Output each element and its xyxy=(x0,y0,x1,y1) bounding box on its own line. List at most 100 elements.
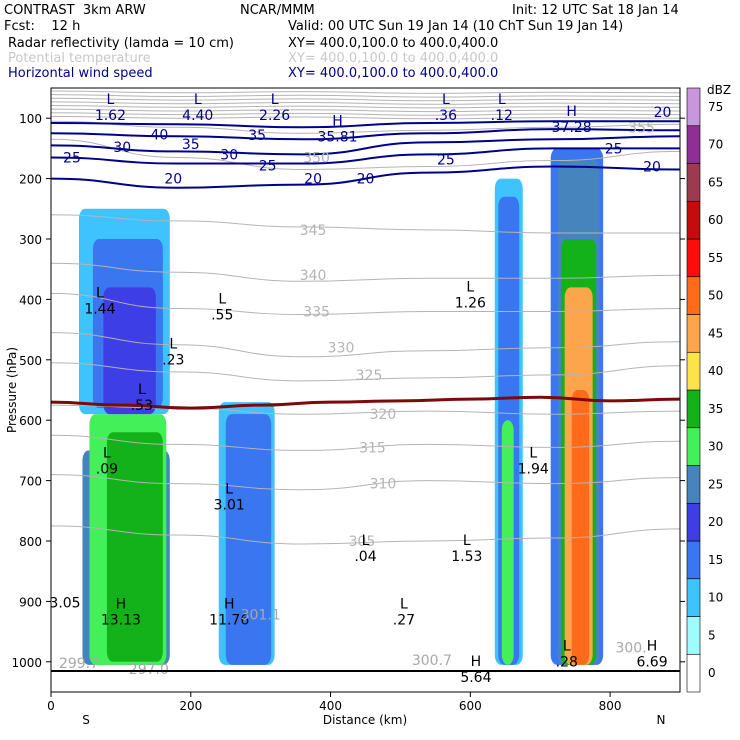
reflectivity-cell-7 xyxy=(225,414,272,665)
center-value: .53 xyxy=(131,398,153,414)
colorbar-label: 25 xyxy=(708,477,723,491)
colorbar-swatch-10 xyxy=(686,578,701,617)
wind-label: 30 xyxy=(220,147,238,163)
wind-center-marker: L xyxy=(194,92,202,108)
colorbar-swatch-55 xyxy=(686,238,701,278)
center-value: .23 xyxy=(162,353,184,369)
reflectivity-cell-2 xyxy=(106,432,163,662)
reflectivity-cell-10 xyxy=(501,420,514,665)
field-xy-wind: XY= 400.0,100.0 to 400.0,400.0 xyxy=(288,66,499,81)
reflectivity-cell-5 xyxy=(103,287,156,415)
y-tick-label: 300 xyxy=(19,233,42,247)
wind-label: 20 xyxy=(164,172,182,188)
wind-label: 20 xyxy=(304,172,322,188)
y-tick-label: 1000 xyxy=(11,656,42,670)
x-axis-title: Distance (km) xyxy=(323,713,407,727)
colorbar-swatch-45 xyxy=(686,314,701,353)
wind-center-marker: L xyxy=(442,92,450,108)
y-tick-label: 900 xyxy=(19,595,42,609)
colorbar-label: 35 xyxy=(708,402,723,416)
center-value: 13.13 xyxy=(101,612,141,628)
center-value: .04 xyxy=(354,549,376,565)
center-marker: L xyxy=(225,482,233,498)
center-value: .27 xyxy=(393,612,415,628)
colorbar-label: 30 xyxy=(708,440,723,454)
wind-label: 25 xyxy=(605,141,623,157)
wind-label: 20 xyxy=(643,160,661,176)
field-xy-theta: XY= 400.0,100.0 to 400.0,400.0 xyxy=(288,51,499,66)
center-value: 5.64 xyxy=(460,670,491,686)
center-marker: L xyxy=(529,445,537,461)
y-tick-label: 700 xyxy=(19,475,42,489)
theta-contour-330 xyxy=(51,332,680,358)
theta-contour-310 xyxy=(51,474,680,491)
wind-label: 25 xyxy=(259,158,277,174)
y-tick-label: 800 xyxy=(19,535,42,549)
wind-label: 20 xyxy=(654,105,672,121)
theta-contour-325 xyxy=(51,362,680,382)
field-name-wind: Horizontal wind speed xyxy=(8,66,153,81)
colorbar-swatch-40 xyxy=(686,351,701,391)
center-value: 11.76 xyxy=(209,612,249,628)
y-tick-label: 500 xyxy=(19,354,42,368)
theta-label: 330 xyxy=(328,341,355,357)
wind-label: 35 xyxy=(182,137,200,153)
wind-label: 30 xyxy=(113,140,131,156)
colorbar-swatch-15 xyxy=(686,540,701,580)
colorbar-label: 60 xyxy=(708,213,723,227)
colorbar-swatch-25 xyxy=(686,465,701,504)
wind-center-marker: L xyxy=(498,92,506,108)
center-marker: L xyxy=(563,639,571,655)
colorbar-label: 40 xyxy=(708,364,723,378)
colorbar-swatch-5 xyxy=(686,616,701,655)
center-value: 1.94 xyxy=(518,461,549,477)
theta-center-value: 297.0 xyxy=(129,662,169,678)
theta-upper-contour xyxy=(51,94,680,98)
center-marker: L xyxy=(96,285,104,301)
theta-center-value: 301.1 xyxy=(241,608,281,624)
theta-center-value: 300.7 xyxy=(412,653,452,669)
center-marker: H xyxy=(647,639,658,655)
center-marker: L xyxy=(466,279,474,295)
theta-contour-345 xyxy=(51,214,680,234)
wind-center-value: 2.26 xyxy=(259,108,290,124)
wind-label: 20 xyxy=(357,172,375,188)
field-name-theta: Potential temperature xyxy=(8,51,151,66)
colorbar-label: 50 xyxy=(708,289,723,303)
left-edge-value: 3.05 xyxy=(49,595,80,611)
x-tick-label: 800 xyxy=(599,699,622,713)
theta-contour-335 xyxy=(51,292,680,316)
end-label-south: S xyxy=(82,713,90,727)
theta-contour-305 xyxy=(51,525,680,545)
theta-upper-contour xyxy=(51,90,680,94)
wind-label: 25 xyxy=(63,150,81,166)
colorbar-label: 55 xyxy=(708,251,723,265)
center-value: 1.26 xyxy=(455,295,486,311)
colorbar-label: 75 xyxy=(708,100,723,114)
center-marker: L xyxy=(103,445,111,461)
theta-label: 350 xyxy=(303,150,330,166)
theta-label: 340 xyxy=(300,268,327,284)
center-value: .09 xyxy=(96,461,118,477)
colorbar-label: 20 xyxy=(708,515,723,529)
colorbar-label: 0 xyxy=(708,666,716,680)
plot-frame xyxy=(50,87,681,693)
y-tick-label: 100 xyxy=(19,112,42,126)
wind-contour-25 xyxy=(51,147,680,165)
wind-center-value: .36 xyxy=(435,108,457,124)
colorbar-label: 5 xyxy=(708,628,716,642)
x-tick-label: 600 xyxy=(459,699,482,713)
wind-center-marker: H xyxy=(332,113,343,129)
theta-center-value: 299.7 xyxy=(59,656,99,672)
theta-label: 315 xyxy=(359,440,386,456)
colorbar-label: 70 xyxy=(708,138,723,152)
center-marker: L xyxy=(138,382,146,398)
theta-label: 310 xyxy=(370,477,397,493)
colorbar-swatch-30 xyxy=(686,427,701,466)
colorbar-swatch-20 xyxy=(686,502,701,542)
wind-label: 40 xyxy=(150,128,168,144)
theta-label: 335 xyxy=(303,304,330,320)
colorbar-label: 45 xyxy=(708,326,723,340)
colorbar-label: 65 xyxy=(708,175,723,189)
center-marker: L xyxy=(362,533,370,549)
